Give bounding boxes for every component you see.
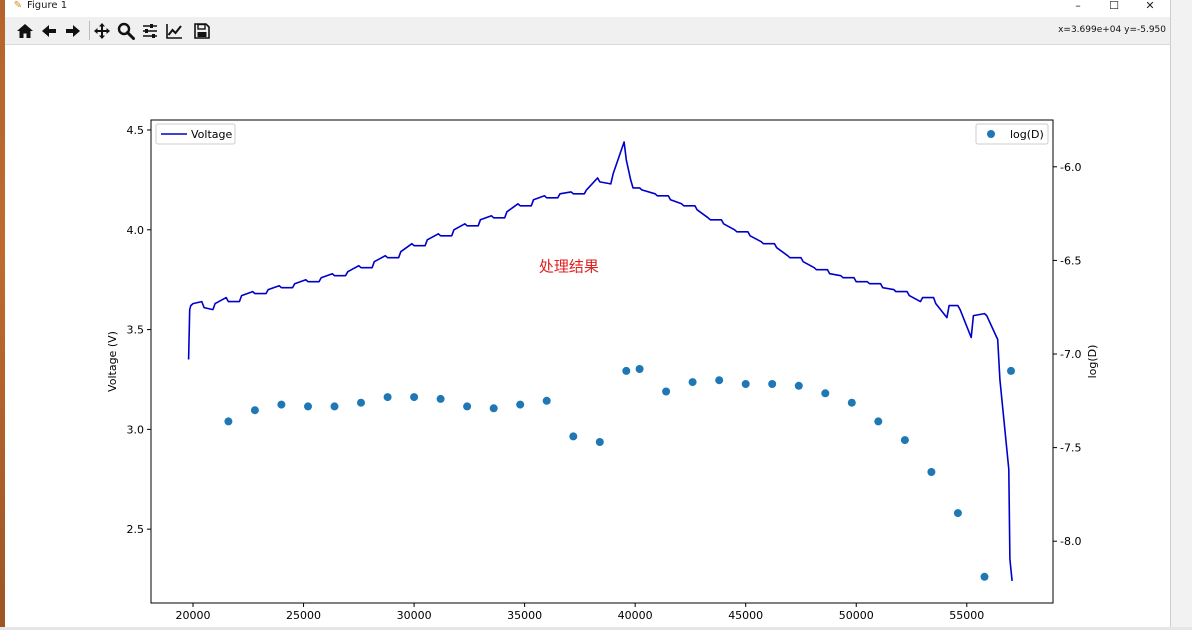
y2-tick-label: -6.0 — [1060, 161, 1081, 174]
logd-point — [569, 432, 578, 441]
logd-point — [224, 417, 233, 426]
axes-frame — [150, 119, 1054, 604]
y2-axis-label: log(D) — [1086, 345, 1099, 379]
logd-point — [250, 406, 259, 415]
axes-edit-button[interactable] — [163, 20, 185, 42]
subplots-button[interactable] — [139, 20, 161, 42]
logd-point — [953, 509, 962, 518]
matplotlib-icon: ✎ — [13, 0, 23, 11]
subplots-icon — [143, 24, 157, 38]
x-tick-label: 50000 — [839, 609, 874, 622]
title-bar[interactable]: ✎ Figure 1 – ☐ ✕ — [5, 0, 1170, 13]
navigation-toolbar: x=3.699e+04 y=-5.950 — [5, 17, 1170, 45]
y2-tick-label: -7.5 — [1060, 442, 1081, 455]
x-tick-label: 40000 — [618, 609, 653, 622]
logd-point — [874, 417, 883, 426]
logd-point — [635, 365, 644, 373]
zoom-button[interactable] — [115, 20, 137, 42]
chart[interactable]: 20000 25000 30000 35000 40000 45000 50000 55000… — [5, 45, 1170, 630]
figure-canvas[interactable]: 20000 25000 30000 35000 40000 45000 50000 55000… — [5, 45, 1170, 630]
close-button[interactable]: ✕ — [1145, 0, 1155, 12]
back-button[interactable] — [38, 20, 60, 42]
legend-voltage: Voltage — [155, 123, 236, 145]
y-axis-label: Voltage (V) — [106, 331, 119, 392]
toolbar-separator — [89, 21, 90, 40]
x-tick-label: 25000 — [286, 609, 321, 622]
home-icon — [17, 24, 33, 38]
y2-tick-label: -7.0 — [1060, 348, 1081, 361]
desktop-background-right — [1170, 0, 1192, 630]
figure-window: ✎ Figure 1 – ☐ ✕ — [5, 0, 1171, 630]
axes-edit-icon — [166, 24, 182, 39]
zoom-icon — [117, 22, 135, 40]
logd-point — [980, 572, 989, 581]
logd-point — [927, 468, 936, 476]
legend-voltage-label: Voltage — [191, 128, 232, 141]
logd-point — [277, 400, 286, 409]
logd-point — [463, 402, 472, 411]
logd-point — [1007, 366, 1015, 375]
logd-point — [330, 402, 339, 411]
back-icon — [42, 25, 56, 37]
pan-icon — [94, 23, 110, 39]
window-title: Figure 1 — [27, 0, 68, 11]
logd-point — [622, 366, 631, 375]
save-button[interactable] — [191, 20, 213, 42]
logd-point — [688, 378, 697, 387]
forward-icon — [66, 25, 80, 37]
logd-point — [410, 393, 419, 402]
legend-voltage-box — [155, 123, 236, 145]
home-button[interactable] — [14, 20, 36, 42]
y-tick-label: 2.5 — [127, 523, 145, 536]
chart-annotation: 处理结果 — [539, 258, 599, 276]
logd-point — [794, 381, 803, 390]
legend-logd-box — [975, 123, 1049, 145]
logd-point — [847, 398, 856, 407]
logd-point — [542, 396, 551, 405]
logd-point — [516, 400, 525, 409]
x-tick-label: 45000 — [728, 609, 763, 622]
legend-logd-swatch — [987, 130, 995, 138]
x-tick-label: 55000 — [949, 609, 984, 622]
logd-point — [715, 376, 724, 385]
forward-button[interactable] — [62, 20, 84, 42]
logd-point — [383, 393, 392, 402]
logd-point — [821, 389, 830, 398]
cursor-coordinates: x=3.699e+04 y=-5.950 — [1058, 25, 1166, 35]
logd-point — [662, 387, 671, 396]
legend-logd: log(D) — [975, 123, 1049, 145]
logd-point — [768, 380, 777, 388]
y-tick-label: 3.5 — [127, 324, 145, 337]
x-tick-label: 20000 — [176, 609, 211, 622]
y-tick-label: 4.0 — [127, 224, 145, 237]
maximize-button[interactable]: ☐ — [1109, 0, 1119, 12]
logd-point — [741, 380, 750, 388]
logd-point — [304, 402, 312, 411]
y2-tick-label: -8.0 — [1060, 535, 1081, 548]
logd-point — [357, 398, 365, 407]
plot-area — [151, 120, 1053, 603]
logd-point — [489, 404, 498, 413]
voltage-line — [187, 141, 1013, 582]
x-tick-label: 35000 — [507, 609, 542, 622]
logd-point — [436, 394, 445, 403]
save-icon — [194, 23, 210, 39]
x-tick-label: 30000 — [397, 609, 432, 622]
legend-logd-label: log(D) — [1010, 128, 1044, 141]
desktop-background-left — [0, 0, 8, 630]
y2-tick-label: -6.5 — [1060, 254, 1081, 267]
y-tick-label: 4.5 — [127, 124, 145, 137]
logd-point — [900, 436, 909, 445]
logd-point — [595, 438, 604, 446]
pan-button[interactable] — [91, 20, 113, 42]
minimize-button[interactable]: – — [1075, 0, 1081, 12]
y-tick-label: 3.0 — [127, 423, 145, 436]
taskbar-edge — [0, 627, 1192, 630]
